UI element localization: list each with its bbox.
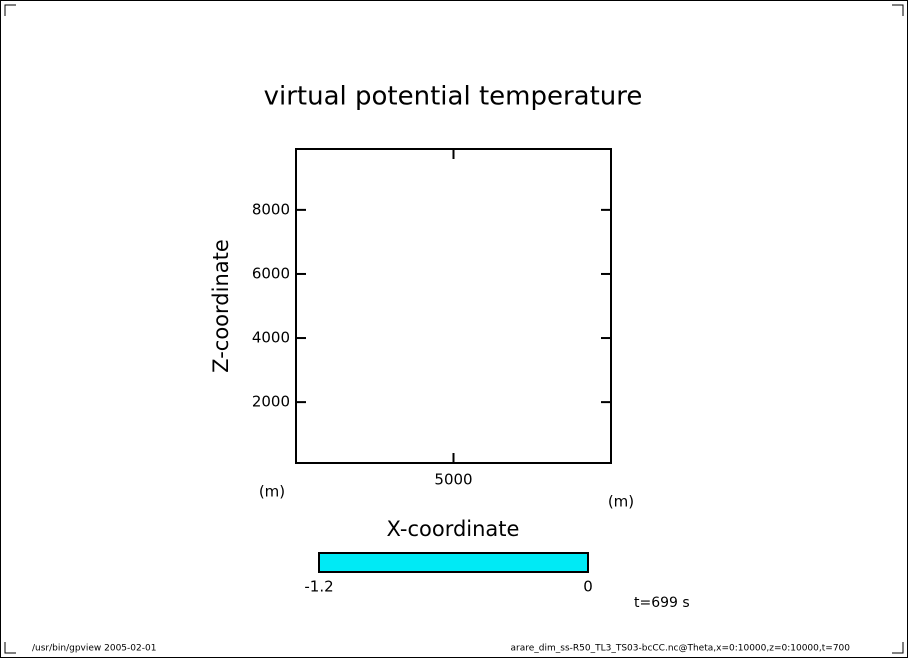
x-axis-label: X-coordinate bbox=[387, 517, 520, 541]
y-unit: (m) bbox=[259, 483, 285, 501]
y-tick-label: 4000 bbox=[252, 329, 290, 347]
chart-title: virtual potential temperature bbox=[264, 82, 643, 112]
colorbar-tick-label: 0 bbox=[583, 578, 593, 596]
y-tick-label: 8000 bbox=[252, 200, 290, 218]
footer-right: arare_dim_ss-R50_TL3_TS03-bcCC.nc@Theta,… bbox=[511, 644, 851, 654]
x-unit: (m) bbox=[608, 493, 634, 511]
corner-marks bbox=[4, 4, 904, 654]
x-tick-label: 5000 bbox=[434, 471, 472, 489]
y-tick-label: 2000 bbox=[252, 393, 290, 411]
colorbar-tick-label: -1.2 bbox=[304, 578, 333, 596]
y-tick-label: 6000 bbox=[252, 264, 290, 282]
y-axis-label: Z-coordinate bbox=[209, 239, 233, 373]
colorbar-level bbox=[318, 552, 589, 573]
time-label: t=699 s bbox=[634, 595, 690, 611]
footer-left: /usr/bin/gpview 2005-02-01 bbox=[32, 644, 156, 654]
